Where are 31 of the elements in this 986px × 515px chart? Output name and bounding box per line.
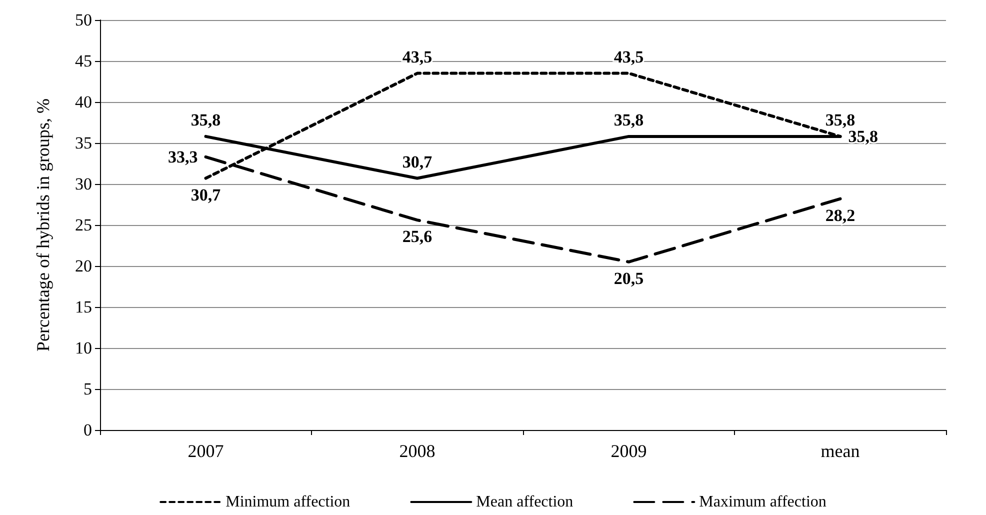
data-label: 35,8 <box>614 110 644 130</box>
data-label: 30,7 <box>402 152 433 172</box>
data-label: 35,8 <box>190 110 221 130</box>
y-tick-label: 30 <box>75 174 92 194</box>
data-label: 35,8 <box>825 110 856 130</box>
y-tick-label: 5 <box>84 380 92 398</box>
y-tick-label: 50 <box>75 10 92 30</box>
x-tick-label: mean <box>820 441 860 461</box>
data-label: 20,5 <box>614 268 644 288</box>
legend-label: Maximum affection <box>699 494 826 510</box>
y-tick-label: 10 <box>75 338 92 358</box>
data-label: 30,7 <box>190 185 222 204</box>
data-label: 43,5 <box>614 47 644 66</box>
data-label: 28,2 <box>825 206 856 225</box>
x-tick-label: 2009 <box>610 441 647 461</box>
y-tick-label: 15 <box>75 298 92 316</box>
y-tick-label: 40 <box>75 92 92 112</box>
x-tick-label: 2008 <box>399 441 436 461</box>
y-tick-label: 25 <box>75 216 92 234</box>
data-label: 33,3 <box>168 147 198 166</box>
y-axis-title: Percentage of hybrids in groups, % <box>33 98 53 352</box>
data-label: 43,5 <box>402 47 432 66</box>
legend-label: Mean affection <box>476 494 574 510</box>
y-tick-label: 20 <box>75 256 92 276</box>
y-tick-label: 0 <box>84 420 92 440</box>
data-label: 35,8 <box>848 126 878 146</box>
data-label: 25,6 <box>402 227 432 246</box>
y-tick-label: 35 <box>75 134 92 152</box>
y-tick-label: 45 <box>75 52 92 70</box>
x-tick-label: 2007 <box>188 441 224 461</box>
legend-label: Minimum affection <box>226 494 350 510</box>
